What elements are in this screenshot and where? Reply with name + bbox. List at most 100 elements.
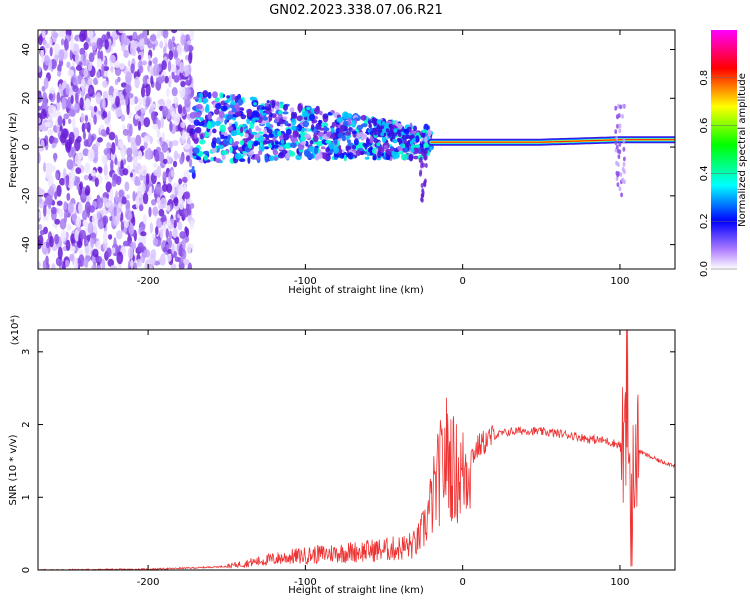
heatmap-band-cell — [617, 113, 621, 118]
heatmap-noise-cell — [90, 237, 95, 248]
heatmap-noise-cell — [111, 247, 116, 254]
heatmap-band-cell — [239, 158, 246, 162]
heatmap-band-cell — [346, 139, 351, 144]
heatmap-noise-cell — [183, 184, 187, 194]
heatmap-noise-cell — [54, 137, 59, 144]
heatmap-band-cell — [283, 104, 288, 111]
heatmap-noise-cell — [111, 180, 117, 187]
heatmap-band-cell — [258, 150, 263, 155]
heatmap-band-cell — [415, 135, 420, 143]
heatmap-noise-cell — [87, 30, 94, 39]
heatmap-band-cell — [614, 140, 618, 146]
heatmap-noise-cell — [134, 76, 140, 89]
heatmap-noise-cell — [56, 92, 61, 104]
heatmap-band-cell — [369, 135, 374, 144]
heatmap-band-cell — [337, 132, 344, 139]
heatmap-noise-cell — [93, 114, 97, 125]
heatmap-noise-cell — [90, 169, 96, 177]
heatmap-band-cell — [316, 153, 323, 160]
heatmap-noise-cell — [91, 42, 97, 51]
heatmap-noise-cell — [43, 77, 49, 90]
spectrogram-x-tick-label: -100 — [294, 276, 317, 287]
heatmap-band-cell — [421, 151, 425, 157]
colorbar-tick-label: 0.4 — [699, 165, 710, 181]
heatmap-band-cell — [620, 192, 623, 198]
heatmap-noise-cell — [38, 211, 42, 219]
heatmap-noise-cell — [121, 148, 126, 160]
heatmap-band-cell — [255, 112, 260, 118]
heatmap-noise-cell — [106, 142, 112, 149]
heatmap-band-cell — [347, 145, 352, 150]
heatmap-noise-cell — [88, 52, 95, 63]
heatmap-noise-cell — [105, 201, 111, 208]
heatmap-noise-cell — [104, 174, 110, 181]
heatmap-band-cell — [235, 104, 240, 112]
heatmap-noise-cell — [89, 205, 95, 213]
heatmap-band-cell — [284, 120, 289, 127]
snr-x-tick-label: -200 — [137, 577, 160, 588]
heatmap-noise-cell — [115, 190, 119, 204]
heatmap-noise-cell — [63, 113, 70, 120]
heatmap-noise-cell — [173, 97, 178, 104]
heatmap-band-cell — [388, 132, 392, 138]
heatmap-noise-cell — [100, 50, 104, 62]
heatmap-noise-cell — [120, 160, 124, 169]
heatmap-noise-cell — [87, 88, 94, 95]
heatmap-noise-cell — [173, 49, 179, 60]
heatmap-band-cell — [291, 118, 297, 126]
heatmap-noise-cell — [185, 79, 192, 86]
heatmap-band-cell — [622, 146, 626, 152]
heatmap-band-cell — [366, 151, 370, 157]
heatmap-noise-cell — [42, 91, 47, 103]
heatmap-noise-cell — [54, 191, 58, 200]
heatmap-noise-cell — [74, 102, 78, 111]
heatmap-noise-cell — [143, 140, 148, 149]
heatmap-noise-cell — [116, 230, 123, 240]
heatmap-noise-cell — [123, 49, 129, 58]
colorbar: 0.0 0.2 0.4 0.6 0.8 Normalized spectral ampl… — [699, 30, 748, 277]
heatmap-noise-cell — [171, 243, 175, 255]
heatmap-noise-cell — [153, 65, 156, 77]
heatmap-noise-cell — [178, 198, 185, 210]
heatmap-band-cell — [424, 136, 428, 144]
heatmap-noise-cell — [96, 70, 101, 79]
heatmap-noise-cell — [84, 162, 91, 174]
heatmap-band-cell — [216, 137, 221, 145]
heatmap-band-cell — [423, 155, 427, 161]
heatmap-band-cell — [250, 131, 258, 135]
heatmap-band-cell — [289, 107, 295, 113]
heatmap-noise-cell — [145, 97, 151, 108]
heatmap-band-cell — [219, 124, 226, 133]
heatmap-band-cell — [376, 142, 381, 146]
heatmap-noise-cell — [104, 59, 108, 68]
heatmap-noise-cell — [50, 165, 56, 172]
heatmap-band-cell — [420, 197, 424, 202]
heatmap-noise-cell — [166, 205, 171, 212]
snr-y-ticks: 0 1 2 3 — [21, 349, 675, 573]
heatmap-noise-cell — [189, 202, 195, 209]
heatmap-noise-cell — [161, 141, 169, 153]
heatmap-band-cell — [224, 119, 228, 125]
heatmap-noise-cell — [166, 88, 170, 98]
heatmap-band-cell — [234, 141, 240, 145]
heatmap-noise-cell — [128, 223, 135, 235]
heatmap-band-cell — [282, 111, 289, 115]
heatmap-noise-cell — [170, 169, 175, 177]
heatmap-noise-cell — [142, 136, 150, 143]
heatmap-noise-cell — [110, 159, 114, 172]
heatmap-noise-cell — [66, 223, 72, 231]
heatmap-band-cell — [373, 138, 379, 143]
heatmap-band-cell — [271, 100, 276, 109]
heatmap-noise-cell — [168, 140, 173, 149]
heatmap-noise-cell — [38, 234, 44, 247]
heatmap-band-cell — [290, 142, 297, 148]
heatmap-noise-cell — [79, 30, 86, 42]
heatmap-band-cell — [234, 153, 242, 160]
heatmap-noise-cell — [68, 109, 76, 117]
heatmap-noise-cell — [149, 222, 154, 234]
heatmap-band-cell — [234, 95, 239, 104]
heatmap-band-cell — [331, 121, 336, 128]
heatmap-band-cell — [229, 137, 233, 144]
heatmap-noise-cell — [110, 65, 114, 73]
